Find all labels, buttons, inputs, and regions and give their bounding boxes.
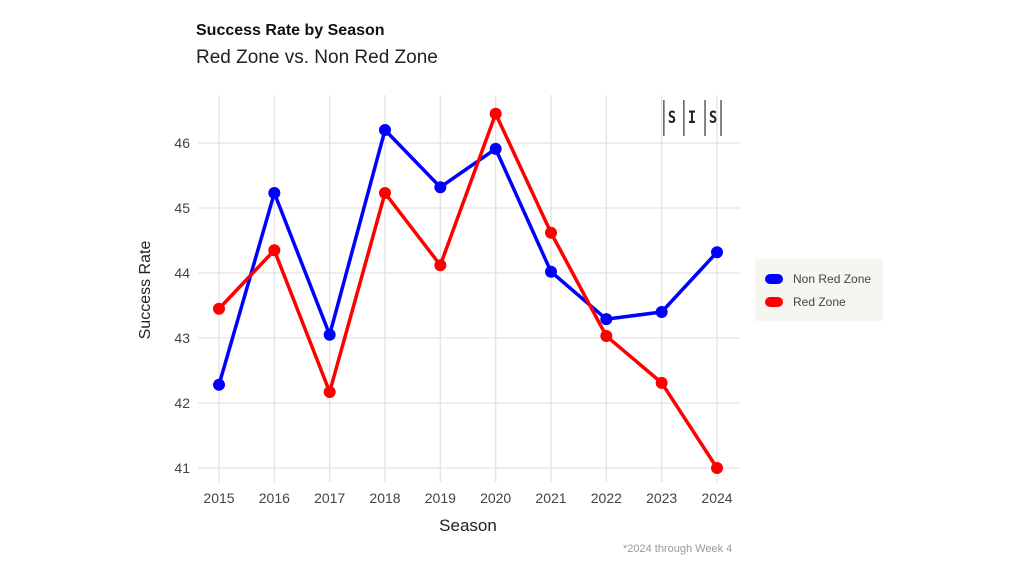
x-tick-label: 2016 bbox=[259, 490, 290, 506]
legend-item-non-red-zone: Non Red Zone bbox=[765, 272, 871, 286]
data-point-non-red-zone bbox=[655, 306, 668, 318]
data-point-red-zone bbox=[323, 385, 336, 398]
legend: Non Red Zone Red Zone bbox=[755, 259, 883, 321]
data-point-red-zone bbox=[434, 259, 447, 272]
data-point-non-red-zone bbox=[323, 328, 336, 341]
x-tick-label: 2017 bbox=[314, 490, 345, 506]
y-tick-label: 42 bbox=[174, 395, 190, 411]
series-line-non-red-zone bbox=[217, 128, 719, 386]
data-point-non-red-zone bbox=[268, 187, 281, 200]
y-tick-label: 43 bbox=[174, 330, 190, 346]
data-point-red-zone bbox=[268, 244, 281, 257]
data-point-red-zone bbox=[655, 376, 668, 389]
x-tick-label: 2022 bbox=[591, 490, 622, 506]
data-point-non-red-zone bbox=[489, 142, 502, 155]
x-tick-label: 2021 bbox=[535, 490, 566, 506]
x-tick-label: 2015 bbox=[203, 490, 234, 506]
chart-subtitle: Red Zone vs. Non Red Zone bbox=[196, 47, 438, 68]
legend-label: Red Zone bbox=[793, 295, 846, 309]
y-tick-label: 44 bbox=[174, 265, 190, 281]
legend-swatch bbox=[765, 297, 783, 307]
chart-title: Success Rate by Season bbox=[196, 22, 385, 39]
footnote: *2024 through Week 4 bbox=[623, 543, 733, 555]
y-tick-label: 41 bbox=[174, 460, 190, 476]
data-point-red-zone bbox=[600, 330, 613, 343]
x-tick-label: 2018 bbox=[369, 490, 400, 506]
series-line-red-zone bbox=[217, 112, 719, 469]
data-point-red-zone bbox=[545, 226, 557, 239]
x-tick-label: 2019 bbox=[425, 490, 456, 506]
data-point-non-red-zone bbox=[434, 181, 447, 194]
data-point-red-zone bbox=[711, 462, 723, 474]
x-tick-label: 2020 bbox=[480, 490, 511, 506]
data-point-non-red-zone bbox=[711, 246, 723, 259]
y-tick-label: 45 bbox=[174, 200, 190, 216]
data-point-non-red-zone bbox=[600, 313, 613, 326]
x-tick-label: 2023 bbox=[646, 490, 677, 506]
y-tick-label: 46 bbox=[174, 135, 190, 151]
legend-label: Non Red Zone bbox=[793, 272, 872, 286]
legend-item-red-zone: Red Zone bbox=[765, 295, 846, 309]
x-axis-label: Season bbox=[439, 516, 497, 535]
data-point-red-zone bbox=[379, 187, 391, 200]
data-point-red-zone bbox=[213, 302, 225, 315]
data-point-non-red-zone bbox=[545, 265, 557, 278]
data-point-non-red-zone bbox=[213, 378, 225, 391]
legend-swatch bbox=[765, 274, 783, 284]
data-point-non-red-zone bbox=[379, 124, 391, 136]
data-point-red-zone bbox=[489, 107, 502, 120]
x-tick-label: 2024 bbox=[701, 490, 732, 506]
